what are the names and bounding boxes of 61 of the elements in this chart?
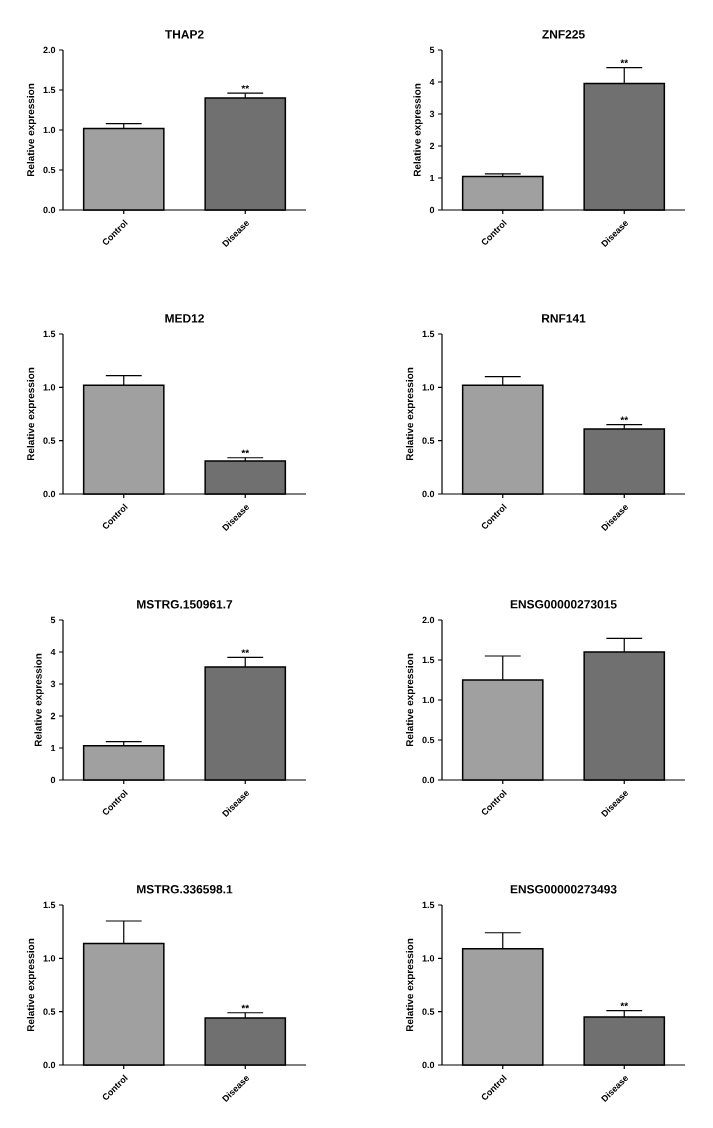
y-tick-label: 1.5 bbox=[43, 86, 56, 94]
y-tick-label: 0.0 bbox=[422, 776, 435, 784]
y-tick-label: 0.0 bbox=[43, 206, 56, 214]
y-tick-label: 0.5 bbox=[43, 1008, 56, 1015]
y-tick-label: 1.5 bbox=[422, 330, 435, 338]
y-axis-title: Relative expression bbox=[26, 367, 37, 461]
y-axis-title: Relative expression bbox=[405, 367, 416, 461]
y-tick-label: 4 bbox=[50, 648, 56, 656]
y-tick-label: 1.5 bbox=[422, 901, 435, 909]
y-tick-label: 4 bbox=[429, 78, 435, 86]
annotation: ** bbox=[620, 416, 629, 421]
y-tick-label: 2 bbox=[429, 142, 435, 150]
annotation: ** bbox=[620, 1002, 629, 1007]
y-tick-label: 3 bbox=[429, 110, 435, 118]
chart-title: MSTRG.150961.7 bbox=[137, 600, 233, 609]
chart-title: MSTRG.336598.1 bbox=[137, 885, 233, 894]
y-tick-label: 0.5 bbox=[43, 437, 56, 444]
y-axis-title: Relative expression bbox=[34, 653, 44, 747]
y-tick-label: 0.5 bbox=[422, 736, 435, 744]
y-tick-label: 1 bbox=[51, 744, 56, 752]
y-tick-label: 0.0 bbox=[422, 1061, 435, 1069]
chart-title: MED12 bbox=[165, 314, 204, 323]
y-tick-label: 3 bbox=[50, 680, 56, 688]
y-tick-label: 1.0 bbox=[43, 126, 56, 134]
chart-title: ENSG00000273493 bbox=[510, 885, 617, 894]
y-tick-label: 1.0 bbox=[43, 955, 56, 962]
y-tick-label: 0.5 bbox=[422, 437, 435, 444]
y-tick-label: 1.5 bbox=[43, 330, 56, 338]
y-tick-label: 1.0 bbox=[422, 696, 435, 704]
y-axis-title: Relative expression bbox=[26, 83, 37, 177]
y-tick-label: 1.5 bbox=[43, 901, 56, 909]
annotation: ** bbox=[241, 649, 250, 654]
y-tick-label: 2.0 bbox=[422, 616, 435, 624]
chart-title: ENSG00000273015 bbox=[510, 600, 617, 609]
y-axis-title: Relative expression bbox=[405, 938, 416, 1032]
y-tick-label: 0.5 bbox=[43, 166, 56, 174]
chart-title: RNF141 bbox=[542, 314, 586, 323]
y-tick-label: 1.5 bbox=[422, 656, 435, 664]
y-tick-label: 5 bbox=[50, 616, 56, 624]
y-tick-label: 0 bbox=[50, 776, 56, 784]
y-tick-label: 1.0 bbox=[422, 955, 435, 962]
y-tick-label: 1.0 bbox=[422, 384, 435, 391]
y-axis-title: Relative expression bbox=[26, 938, 37, 1032]
annotation: ** bbox=[241, 85, 250, 89]
y-tick-label: 0.0 bbox=[422, 490, 435, 498]
y-axis-title: Relative expression bbox=[405, 653, 416, 747]
y-tick-label: 2.0 bbox=[43, 46, 56, 54]
y-axis-title: Relative expression bbox=[413, 83, 423, 177]
annotation: ** bbox=[620, 59, 629, 64]
y-tick-label: 0.5 bbox=[422, 1008, 435, 1015]
y-tick-label: 1 bbox=[430, 174, 435, 182]
y-tick-label: 0 bbox=[429, 206, 435, 214]
y-tick-label: 2 bbox=[50, 712, 56, 720]
y-tick-label: 0.0 bbox=[43, 1061, 56, 1069]
chart-title: ZNF225 bbox=[542, 30, 585, 39]
chart-title: THAP2 bbox=[165, 30, 204, 39]
annotation: ** bbox=[241, 449, 250, 454]
annotation: ** bbox=[241, 1004, 250, 1009]
y-tick-label: 0.0 bbox=[43, 490, 56, 498]
y-tick-label: 5 bbox=[429, 46, 435, 54]
y-tick-label: 1.0 bbox=[43, 384, 56, 391]
